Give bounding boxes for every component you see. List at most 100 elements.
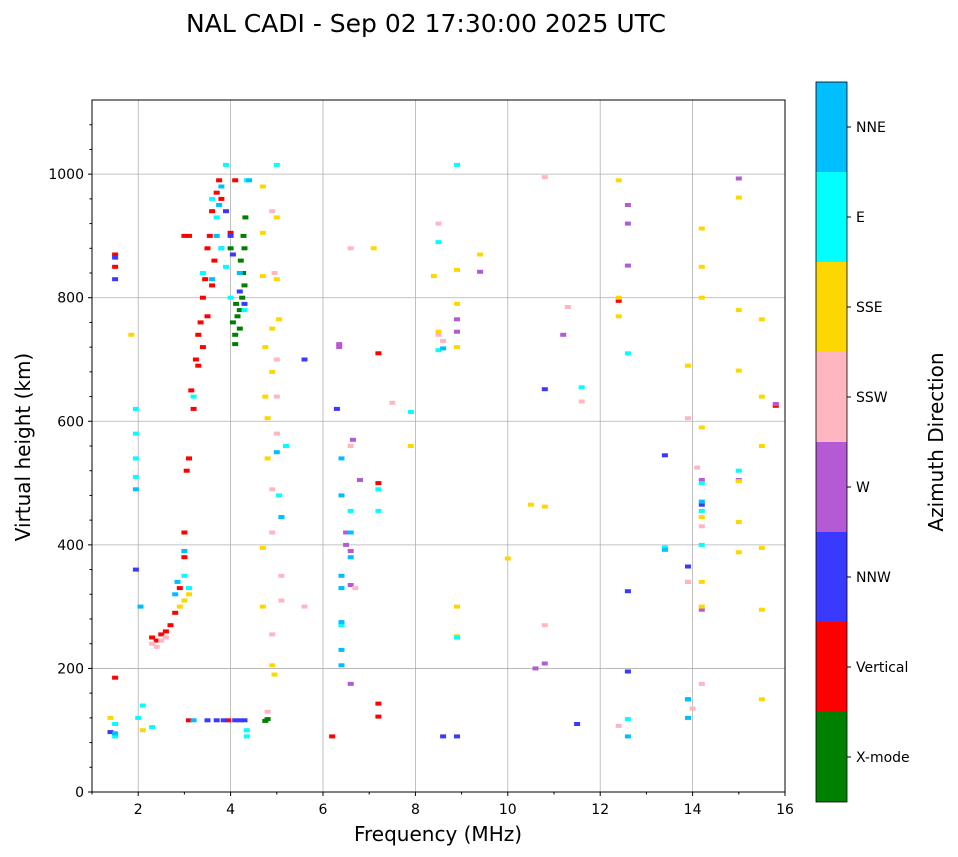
colorbar-category-label: NNW bbox=[856, 570, 891, 586]
data-point-e bbox=[132, 456, 139, 461]
data-point-nne bbox=[685, 715, 691, 720]
data-point-ssw bbox=[278, 598, 285, 603]
data-point-w bbox=[454, 329, 460, 334]
data-point-nne bbox=[213, 233, 220, 238]
x-tick-label: 12 bbox=[591, 802, 609, 818]
data-point-nne bbox=[236, 271, 243, 275]
data-point-sse bbox=[107, 715, 114, 720]
data-point-sse bbox=[259, 545, 266, 550]
data-point-sse bbox=[435, 329, 442, 334]
data-point-sse bbox=[259, 184, 266, 189]
data-point-nne bbox=[338, 647, 345, 652]
data-point-e bbox=[735, 468, 742, 473]
data-point-w bbox=[347, 549, 354, 553]
data-point-e bbox=[213, 215, 220, 220]
data-point-x-mode bbox=[232, 342, 239, 347]
data-point-w bbox=[350, 437, 356, 442]
data-point-e bbox=[578, 385, 585, 390]
data-point-sse bbox=[698, 226, 705, 231]
data-point-e bbox=[209, 196, 216, 201]
data-point-w bbox=[560, 332, 567, 337]
data-point-ssw bbox=[541, 623, 548, 628]
data-point-vertical bbox=[186, 233, 192, 238]
data-point-nnw bbox=[232, 718, 239, 723]
data-point-w bbox=[624, 221, 631, 226]
data-point-e bbox=[181, 573, 188, 578]
data-point-x-mode bbox=[227, 246, 234, 251]
data-point-vertical bbox=[112, 264, 119, 269]
data-point-w bbox=[624, 203, 631, 207]
data-point-w bbox=[772, 402, 779, 406]
data-point-vertical bbox=[375, 481, 382, 486]
data-point-nnw bbox=[132, 567, 139, 572]
data-point-vertical bbox=[199, 295, 206, 300]
data-point-e bbox=[347, 508, 354, 513]
data-point-vertical bbox=[186, 456, 192, 461]
data-point-ssw bbox=[578, 399, 585, 404]
y-axis-label: Virtual height (km) bbox=[11, 353, 35, 542]
data-point-w bbox=[735, 176, 742, 181]
data-point-nne bbox=[440, 346, 447, 351]
data-point-ssw bbox=[389, 400, 396, 405]
data-point-nne bbox=[338, 663, 345, 668]
data-point-sse bbox=[273, 277, 280, 282]
data-point-nnw bbox=[301, 357, 308, 362]
data-point-ssw bbox=[301, 604, 308, 609]
data-point-sse bbox=[269, 663, 276, 668]
axis-ticks: 2 4 6 8 10 12 14 16 0 200 400 600 800 1000 bbox=[48, 124, 794, 818]
data-point-ssw bbox=[278, 573, 285, 578]
data-point-sse bbox=[698, 604, 705, 609]
data-point-nne bbox=[278, 515, 285, 520]
data-point-ssw bbox=[689, 706, 696, 711]
data-point-vertical bbox=[375, 701, 382, 706]
data-point-sse bbox=[758, 317, 765, 322]
data-point-e bbox=[135, 715, 142, 720]
data-point-w bbox=[336, 345, 343, 350]
data-point-e bbox=[243, 734, 250, 739]
data-point-sse bbox=[430, 274, 437, 279]
data-point-w bbox=[357, 478, 363, 482]
data-point-w bbox=[532, 666, 539, 671]
data-point-sse bbox=[615, 314, 622, 319]
data-point-ssw bbox=[269, 209, 276, 214]
data-point-vertical bbox=[375, 351, 382, 356]
data-point-e bbox=[139, 703, 146, 708]
data-point-ssw bbox=[273, 357, 280, 362]
data-point-nne bbox=[273, 450, 280, 455]
data-point-w bbox=[347, 681, 354, 686]
data-point-w bbox=[336, 342, 343, 347]
chart-title: NAL CADI - Sep 02 17:30:00 2025 UTC bbox=[186, 9, 666, 38]
data-point-sse bbox=[698, 515, 705, 520]
data-point-ssw bbox=[352, 586, 359, 591]
colorbar-category-label: Vertical bbox=[856, 660, 908, 676]
data-point-w bbox=[541, 661, 548, 666]
y-tick-label: 0 bbox=[75, 785, 84, 801]
data-point-sse bbox=[128, 332, 135, 337]
data-point-x-mode bbox=[229, 320, 236, 325]
data-point-sse bbox=[370, 246, 377, 251]
data-point-nnw bbox=[227, 233, 234, 238]
colorbar-category-label: SSE bbox=[856, 300, 883, 316]
data-point-ssw bbox=[162, 635, 169, 640]
data-point-nnw bbox=[241, 718, 248, 723]
data-point-nnw bbox=[624, 589, 631, 594]
data-point-nnw bbox=[223, 209, 229, 214]
data-point-nnw bbox=[333, 406, 340, 411]
data-point-vertical bbox=[213, 190, 220, 195]
data-point-sse bbox=[262, 345, 269, 350]
data-point-sse bbox=[259, 230, 266, 235]
data-point-sse bbox=[541, 504, 548, 509]
data-point-e bbox=[338, 623, 345, 628]
colorbar-segment bbox=[816, 442, 847, 532]
data-point-x-mode bbox=[237, 258, 244, 263]
data-point-x-mode bbox=[240, 271, 247, 275]
data-point-e bbox=[375, 508, 382, 513]
data-point-ssw bbox=[435, 332, 442, 337]
data-point-vertical bbox=[167, 623, 174, 628]
data-point-sse bbox=[615, 178, 622, 183]
data-point-ssw bbox=[273, 431, 280, 436]
data-point-sse bbox=[477, 252, 484, 257]
data-point-sse bbox=[758, 444, 765, 448]
data-point-ssw bbox=[269, 487, 276, 492]
data-point-nne bbox=[338, 573, 345, 578]
